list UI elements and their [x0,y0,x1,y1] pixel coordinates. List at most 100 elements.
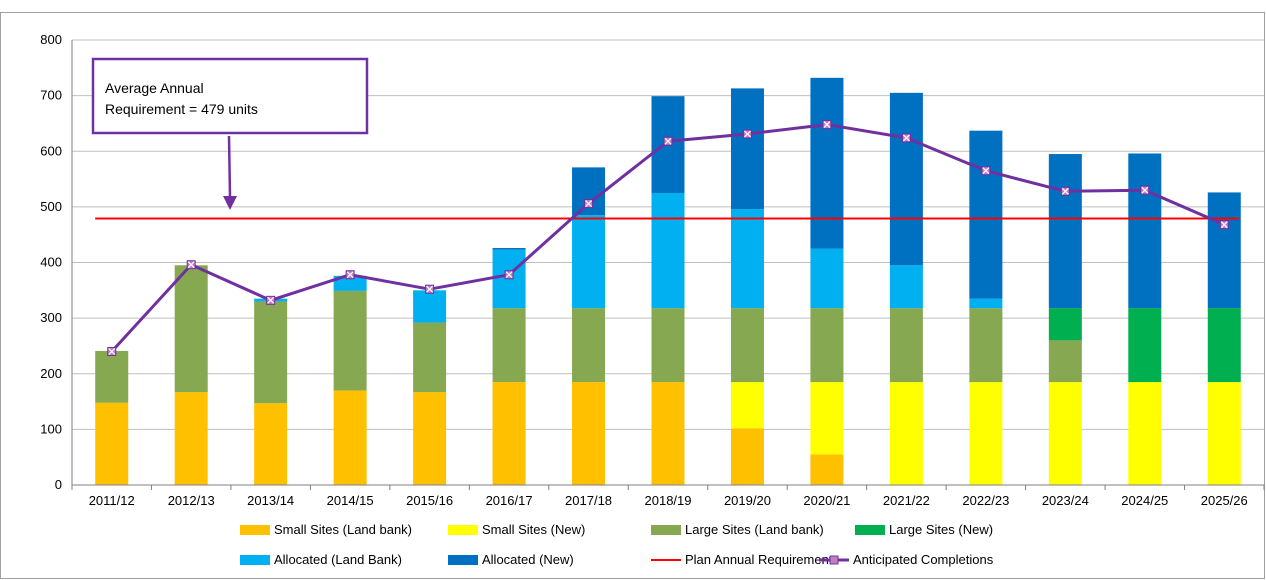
y-tick-label: 600 [40,143,62,158]
x-tick-label: 2015/16 [406,493,453,508]
bar-segment [810,454,844,485]
bar-segment [889,265,923,309]
bar-segment [969,130,1003,299]
bar-segment [254,403,288,485]
legend-item: Small Sites (Land bank) [240,522,412,537]
bar-segment [572,215,606,309]
legend-item: Small Sites (New) [448,522,585,537]
legend-item: Plan Annual Requirement [651,552,833,567]
x-tick-label: 2017/18 [565,493,612,508]
legend-label: Large Sites (Land bank) [685,522,824,537]
bar-segment [1128,382,1162,485]
annotation-callout: Average Annual Requirement = 479 units [91,57,369,210]
bar-segment [730,209,764,309]
completions-marker [1140,185,1150,195]
annotation-line-2: Requirement = 479 units [105,101,258,117]
completions-marker [663,136,673,146]
chart-frame [0,12,1265,579]
bar-segment [1048,382,1082,485]
x-tick-label: 2014/15 [327,493,374,508]
bar-segment [492,382,526,485]
bar-segment [969,382,1003,485]
y-tick-label: 500 [40,199,62,214]
x-tick-label: 2012/13 [168,493,215,508]
legend-swatch [240,555,270,565]
x-tick-label: 2025/26 [1201,493,1248,508]
bar-segment [730,382,764,429]
axes-group: 0 100 200 300 400 500 600 700 800 2011/12 2012/13 2… [40,32,1265,508]
legend-item: Allocated (New) [448,552,574,567]
x-tick-label: 2020/21 [803,493,850,508]
bar-segment [333,275,367,291]
bar-segment [730,88,764,210]
x-tick-label: 2023/24 [1042,493,1089,508]
bar-segment [492,248,526,250]
legend-label: Large Sites (New) [889,522,993,537]
x-tick-label: 2016/17 [486,493,533,508]
y-tick-label: 700 [40,88,62,103]
x-tick-label: 2024/25 [1121,493,1168,508]
completions-marker [1060,186,1070,196]
completions-marker [981,166,991,176]
bar-segment [651,192,685,309]
annotation-arrow-head [223,196,237,210]
x-tick-label: 2021/22 [883,493,930,508]
bar-segment [174,392,208,485]
bar-segment [174,265,208,393]
bar-segment [889,92,923,266]
bar-segment [413,322,447,393]
completions-marker [186,260,196,270]
legend-item: Large Sites (Land bank) [651,522,824,537]
legend-label: Anticipated Completions [853,552,994,567]
completions-marker [425,284,435,294]
bar-segment [1048,154,1082,309]
annotation-box [91,57,369,135]
bar-segment [810,382,844,455]
bar-segment [889,308,923,383]
legend-item: Allocated (Land Bank) [240,552,402,567]
completions-marker [504,270,514,280]
bar-segment [810,308,844,383]
x-tick-label: 2019/20 [724,493,771,508]
bar-segment [95,350,129,403]
completions-marker [584,199,594,209]
bar-segment [254,301,288,404]
y-tick-label: 0 [55,477,62,492]
y-tick-label: 300 [40,310,62,325]
bar-segment [333,290,367,391]
legend-label: Small Sites (New) [482,522,585,537]
bar-segment [95,402,129,485]
bar-segment [413,392,447,485]
legend-swatch [651,525,681,535]
legend-label: Small Sites (Land bank) [274,522,412,537]
legend-item: Large Sites (New) [855,522,993,537]
bar-segment [1207,308,1241,383]
legend-label: Allocated (New) [482,552,574,567]
bar-segment [730,308,764,383]
bar-segment [572,382,606,485]
bar-segment [1048,340,1082,383]
bar-segment [1128,153,1162,309]
completions-marker [822,120,832,130]
bar-segment [572,167,606,216]
bar-segment [1207,382,1241,485]
bar-segment [572,308,606,383]
legend-swatch [448,555,478,565]
bar-segment [810,77,844,249]
bar-segment [492,308,526,383]
legend-label: Plan Annual Requirement [685,552,833,567]
legend-label: Allocated (Land Bank) [274,552,402,567]
bar-segment [1048,308,1082,341]
x-tick-label: 2018/19 [645,493,692,508]
legend: Small Sites (Land bank) Small Sites (New)… [240,522,994,567]
bar-segment [1128,308,1162,383]
annotation-line-1: Average Annual [105,80,204,96]
bar-segment [730,428,764,485]
completions-marker [107,347,117,356]
x-tick-label: 2022/23 [962,493,1009,508]
y-tick-label: 400 [40,255,62,270]
legend-item: Anticipated Completions [819,552,994,567]
legend-swatch [448,525,478,535]
